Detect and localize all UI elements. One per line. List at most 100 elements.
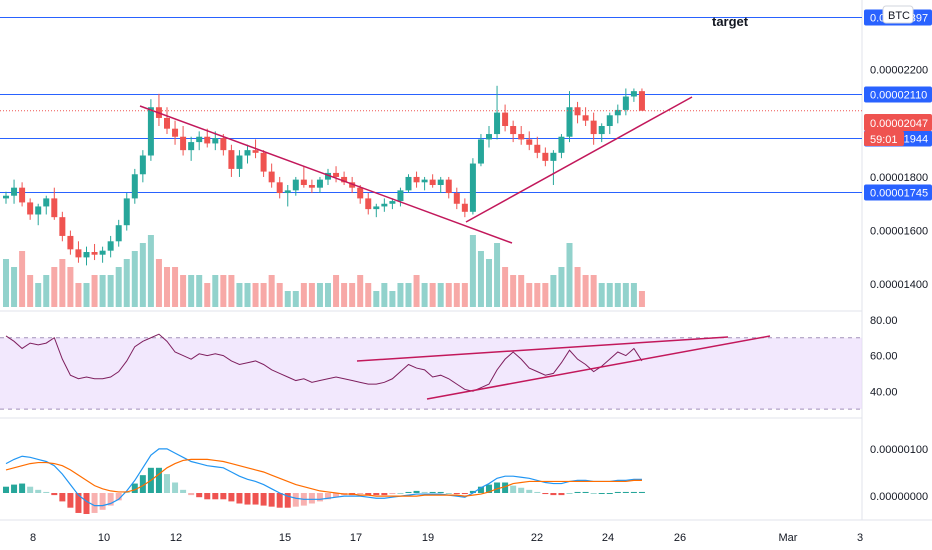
volume-bar — [252, 283, 259, 307]
volume-bar — [276, 283, 283, 307]
macd-histogram-bar — [558, 493, 565, 496]
macd-tick-label: 0.00000100 — [870, 444, 928, 456]
volume-bar — [139, 243, 146, 307]
currency-badge-box[interactable] — [882, 5, 914, 24]
candle-body — [526, 139, 533, 145]
macd-histogram-bar — [11, 484, 18, 493]
time-tick-label: 24 — [602, 532, 614, 544]
macd-histogram-bar — [75, 493, 82, 513]
target-annotation[interactable]: target — [712, 14, 749, 29]
macd-histogram-bar — [614, 491, 621, 493]
candle-body — [35, 206, 42, 215]
price-tick-label: 0.00002200 — [870, 65, 928, 77]
candle-body — [510, 126, 517, 135]
volume-bar — [373, 291, 380, 307]
price-axis-ticks: 0.00002200 0.00001800 0.00001600 0.00001400 — [870, 65, 928, 291]
candle-body — [389, 201, 396, 204]
macd-histogram-bar — [566, 493, 573, 494]
macd-histogram-bar — [534, 491, 541, 493]
volume-bar — [574, 267, 581, 307]
macd-histogram-bar — [510, 485, 517, 493]
volume-bar — [365, 283, 372, 307]
time-tick-label: 17 — [350, 532, 362, 544]
volume-bar — [582, 275, 589, 307]
macd-histogram-bar — [437, 491, 444, 493]
candle-body — [284, 190, 291, 194]
volume-bar — [413, 275, 420, 307]
macd-histogram-bar — [582, 491, 589, 493]
macd-histogram-bar — [139, 475, 146, 493]
volume-bar — [204, 283, 211, 307]
candle-body — [172, 128, 179, 137]
macd-histogram-bar — [91, 493, 98, 513]
candle-body — [349, 182, 356, 188]
currency-badge[interactable]: BTC — [882, 5, 914, 24]
candle-body — [276, 182, 283, 194]
rsi-lower-trendline[interactable] — [426, 335, 771, 400]
macd-histogram-bar — [542, 493, 549, 495]
time-tick-label: 10 — [98, 532, 110, 544]
candle-body — [582, 115, 589, 121]
candle-body — [550, 152, 557, 161]
candle-body — [99, 250, 106, 255]
volume-bar — [550, 275, 557, 307]
volume-bar — [196, 275, 203, 307]
time-tick-label: Mar — [779, 532, 798, 544]
macd-histogram-bar — [413, 490, 420, 493]
candle-body — [365, 198, 372, 210]
candle-body — [107, 241, 114, 251]
countdown-tag-bg — [864, 131, 904, 146]
macd-histogram-bar — [172, 482, 179, 493]
macd-histogram-bar — [429, 491, 436, 493]
volume-bar — [341, 283, 348, 307]
candle-body — [325, 172, 331, 180]
candle-body — [494, 112, 501, 135]
volume-bar — [453, 283, 460, 307]
macd-histogram-bar — [421, 491, 428, 493]
volume-bar — [518, 275, 525, 307]
macd-histogram-bar — [131, 483, 138, 493]
volume-bar — [502, 267, 509, 307]
rsi-tick-label: 80.00 — [870, 315, 898, 327]
candle-body — [228, 150, 235, 169]
candle-body — [131, 174, 138, 199]
descending-trendline[interactable] — [139, 105, 513, 244]
volume-bar — [308, 283, 315, 307]
candle-body — [445, 179, 452, 194]
trendlines[interactable] — [139, 96, 771, 400]
candle-body — [300, 179, 307, 185]
time-axis-ticks: 8 10 12 15 17 19 22 24 26 Mar 3 — [30, 532, 863, 544]
volume-bar — [526, 283, 533, 307]
volume-bar — [534, 283, 541, 307]
last-price-label: 0.00002047 — [870, 118, 928, 130]
volume-bars — [3, 235, 645, 307]
volume-bar — [164, 267, 170, 307]
macd-histogram-bar — [19, 483, 26, 493]
macd-histogram-bar — [477, 486, 484, 493]
volume-bar — [486, 259, 492, 307]
volume-bar — [469, 235, 476, 307]
macd-histogram-bar — [220, 493, 227, 500]
rsi-upper-trendline[interactable] — [356, 336, 729, 362]
ascending-trendline[interactable] — [465, 96, 693, 223]
candle-body — [421, 179, 428, 183]
volume-bar — [155, 259, 162, 307]
candle-body — [3, 195, 9, 199]
macd-histogram-bar — [381, 493, 388, 496]
macd-histogram-bar — [107, 493, 114, 506]
macd-histogram-bar — [228, 493, 235, 502]
volume-bar — [381, 283, 388, 307]
volume-bar — [51, 267, 58, 307]
time-tick-label: 3 — [857, 532, 863, 544]
candle-body — [413, 176, 420, 183]
volume-bar — [300, 283, 307, 307]
macd-line — [5, 448, 642, 507]
macd-histogram-bar — [502, 482, 509, 493]
candle-body — [606, 115, 613, 127]
macd-histogram-bar — [630, 491, 637, 493]
volume-bar — [461, 283, 468, 307]
candle-body — [486, 134, 492, 140]
volume-bar — [75, 283, 82, 307]
candle-body — [27, 202, 34, 215]
